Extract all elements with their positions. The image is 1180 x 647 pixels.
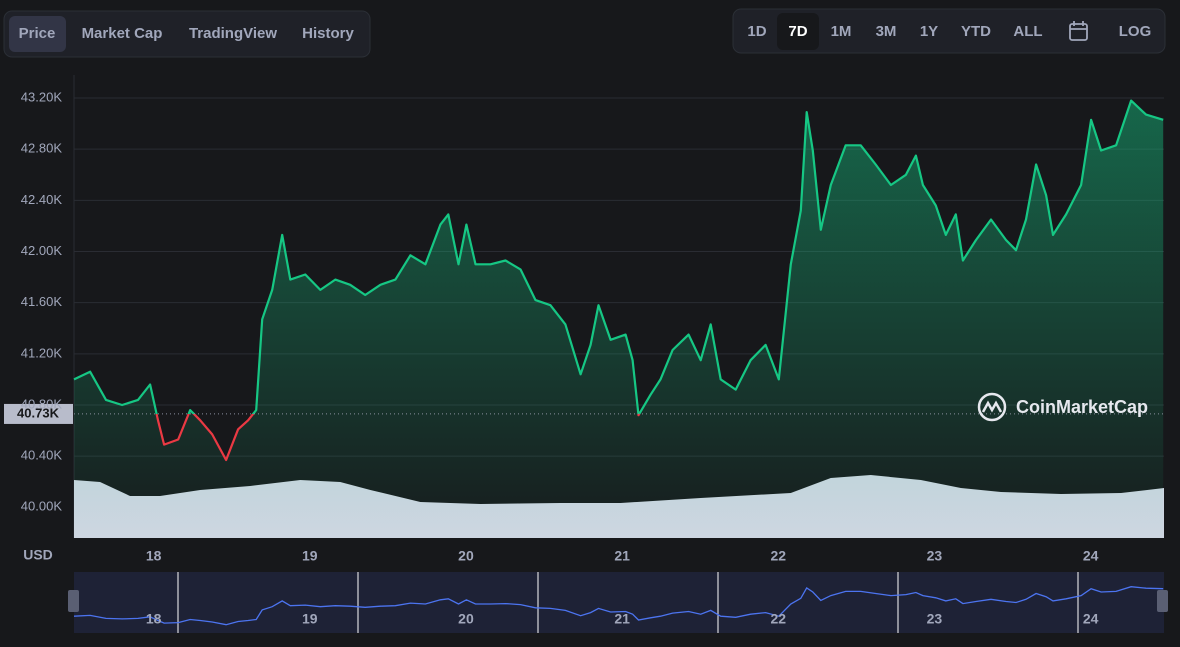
reference-label-bg (4, 403, 73, 424)
log-button[interactable]: LOG (1119, 23, 1152, 40)
navigator-tick-label: 18 (146, 611, 162, 627)
tab[interactable]: History (302, 25, 354, 42)
reference-label: 40.73K (17, 405, 60, 420)
y-tick-label: 42.40K (21, 192, 63, 207)
y-tick-label: 41.60K (21, 294, 63, 309)
tab[interactable]: TradingView (189, 25, 277, 42)
x-tick-label: 23 (927, 548, 943, 564)
navigator-handle[interactable] (1157, 590, 1168, 612)
price-line (73, 99, 1164, 462)
range-button[interactable]: 7D (788, 23, 807, 40)
y-axis-label: USD (23, 547, 53, 563)
range-bar (732, 8, 1166, 54)
y-tick-label: 40.00K (21, 499, 63, 514)
range-button[interactable]: 3M (876, 23, 897, 40)
navigator-tick-label: 21 (614, 611, 630, 627)
price-area (74, 100, 1164, 538)
y-tick-label: 43.20K (21, 89, 63, 104)
range-button[interactable]: 1D (747, 23, 766, 40)
watermark: CoinMarketCap (977, 392, 1148, 422)
y-tick-label: 40.80K (21, 396, 63, 411)
navigator-tick-label: 19 (302, 611, 318, 627)
active-range (777, 13, 819, 50)
calendar-icon[interactable] (1069, 21, 1088, 41)
navigator-tick-label: 23 (927, 611, 943, 627)
navigator-tick-label: 24 (1083, 611, 1099, 627)
y-tick-label: 40.40K (21, 448, 63, 463)
y-tick-label: 41.20K (21, 345, 63, 360)
navigator-line (73, 586, 1164, 626)
range-button[interactable]: YTD (961, 23, 991, 40)
y-tick-label: 42.00K (21, 243, 63, 258)
x-tick-label: 20 (458, 548, 474, 564)
watermark-text: CoinMarketCap (1016, 397, 1148, 417)
navigator-tick-label: 20 (458, 611, 474, 627)
y-tick-label: 42.80K (21, 141, 63, 156)
range-button[interactable]: 1M (831, 23, 852, 40)
navigator-dividers (177, 572, 1079, 633)
range-button[interactable]: 1Y (920, 23, 938, 40)
tab[interactable]: Market Cap (82, 25, 163, 42)
navigator (74, 572, 1164, 633)
range-button[interactable]: ALL (1013, 23, 1042, 40)
x-tick-label: 21 (614, 548, 630, 564)
navigator-handle[interactable] (68, 590, 79, 612)
active-tab (9, 16, 66, 52)
tab[interactable]: Price (19, 25, 56, 42)
tab-bar (3, 10, 371, 58)
x-tick-label: 22 (770, 548, 786, 564)
x-tick-label: 19 (302, 548, 318, 564)
x-tick-label: 18 (146, 548, 162, 564)
x-tick-label: 24 (1083, 548, 1099, 564)
navigator-tick-label: 22 (770, 611, 786, 627)
